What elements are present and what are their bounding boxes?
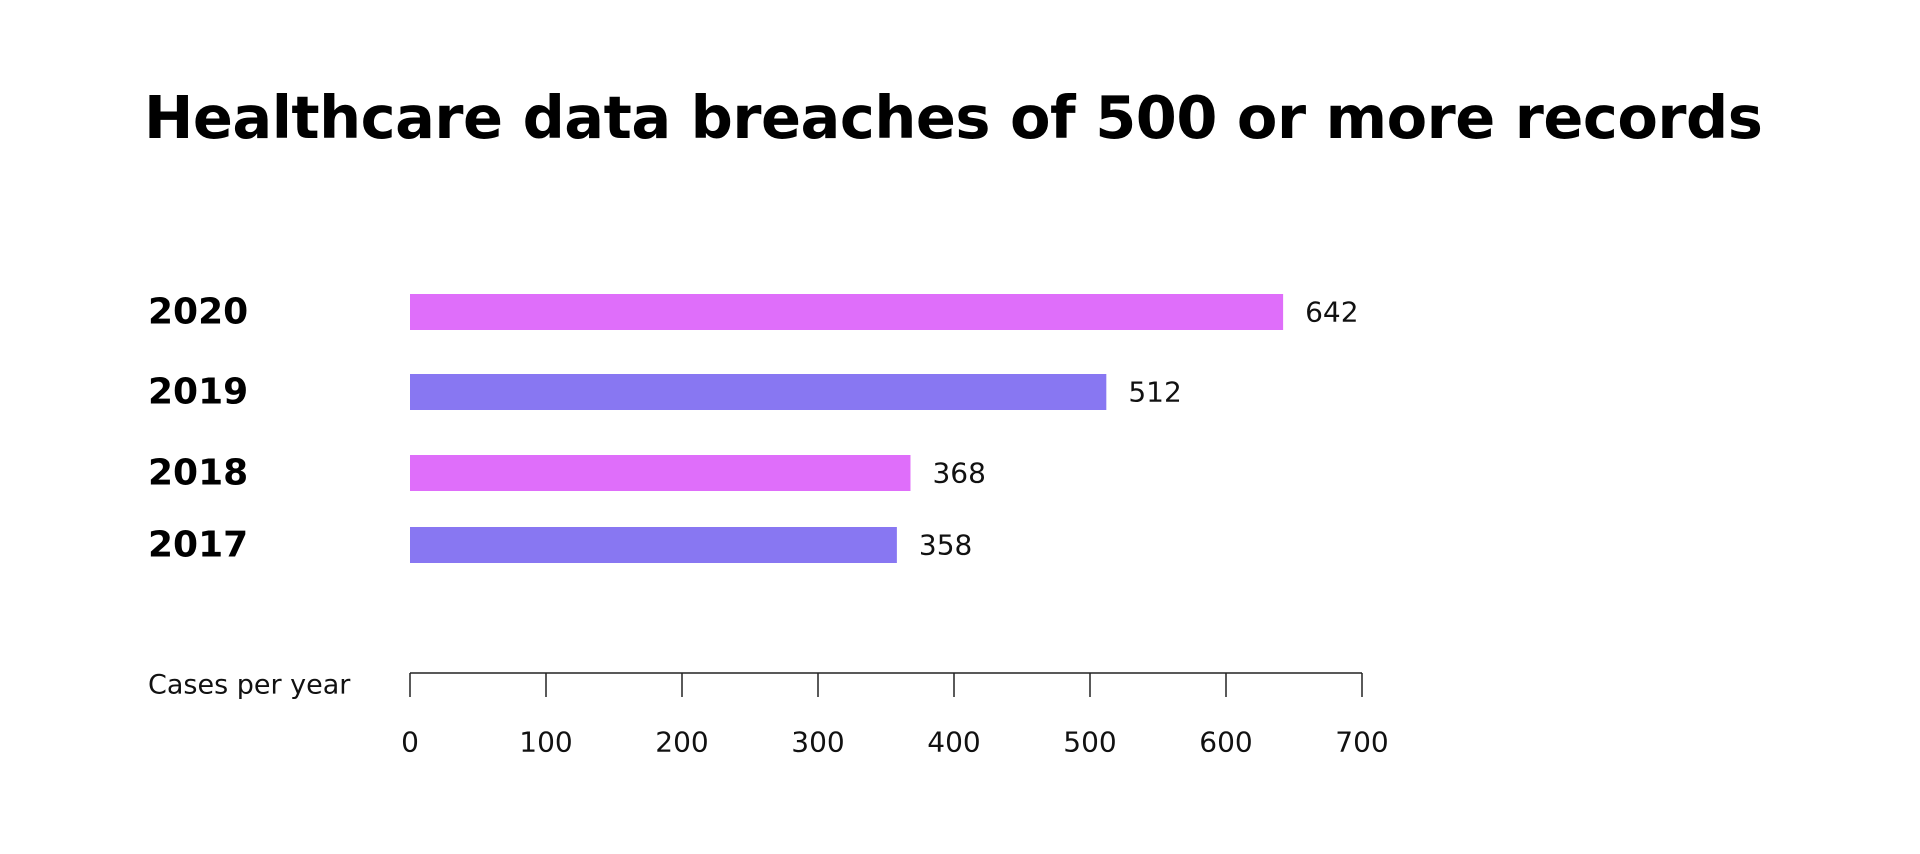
category-label-2019: 2019 <box>148 372 248 413</box>
x-tick-label-100: 100 <box>519 726 572 759</box>
bars-group: 2020 642 2019 512 2018 368 2017 358 <box>148 292 1359 566</box>
x-tick-label-400: 400 <box>927 726 980 759</box>
value-label-2019: 512 <box>1128 376 1181 409</box>
x-tick-label-700: 700 <box>1335 726 1388 759</box>
x-axis-title: Cases per year <box>148 670 351 701</box>
chart-title: Healthcare data breaches of 500 or more … <box>144 83 1763 152</box>
category-label-2018: 2018 <box>148 453 248 494</box>
value-label-2018: 368 <box>932 457 985 490</box>
category-label-2017: 2017 <box>148 525 248 566</box>
bar-2019 <box>410 374 1107 410</box>
value-label-2017: 358 <box>919 529 972 562</box>
x-tick-label-500: 500 <box>1063 726 1116 759</box>
x-tick-label-600: 600 <box>1199 726 1252 759</box>
bar-2018 <box>410 455 911 491</box>
x-axis: Cases per year 0 100 200 300 400 500 600 700 <box>148 670 1389 759</box>
value-label-2020: 642 <box>1305 296 1358 329</box>
x-tick-label-300: 300 <box>791 726 844 759</box>
x-tick-label-0: 0 <box>401 726 419 759</box>
bar-2020 <box>410 294 1284 330</box>
bar-2017 <box>410 527 897 563</box>
category-label-2020: 2020 <box>148 292 248 333</box>
x-tick-label-200: 200 <box>655 726 708 759</box>
